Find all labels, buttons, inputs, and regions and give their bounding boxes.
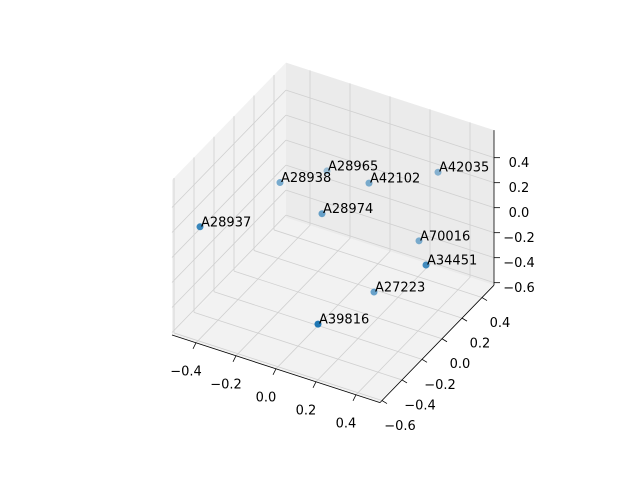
y-tick-label: 0.4 <box>490 316 511 331</box>
point <box>314 320 322 328</box>
z-tick-label: 0.4 <box>509 156 530 171</box>
grid-line <box>233 270 443 340</box>
grid-line <box>171 89 287 208</box>
grid-line <box>275 251 391 370</box>
grid-line <box>285 139 495 209</box>
point-label: A27223 <box>375 281 425 296</box>
grid-line <box>173 332 383 401</box>
point <box>370 288 378 296</box>
grid-line <box>253 250 463 319</box>
x-tick-label: 0.0 <box>256 390 277 405</box>
tick-mark <box>312 381 317 388</box>
grid-line <box>171 214 287 333</box>
point-label: A28937 <box>201 215 251 230</box>
grid-line <box>171 114 287 233</box>
point-label: A28974 <box>323 202 373 217</box>
y-tick-label: −0.6 <box>384 419 416 434</box>
point-label: A28965 <box>328 159 378 174</box>
point <box>196 223 204 231</box>
grid-line <box>285 164 495 234</box>
point-label: A39816 <box>319 313 369 328</box>
grid-line <box>285 214 495 284</box>
grid-line <box>195 225 311 344</box>
z-tick-label: −0.2 <box>503 231 535 246</box>
grid-line <box>285 114 495 184</box>
z-tick-label: −0.4 <box>503 256 535 271</box>
x-tick-label: 0.2 <box>296 403 317 418</box>
z-tick-label: 0.0 <box>509 206 530 221</box>
point-label: A42102 <box>370 172 420 187</box>
tick-mark <box>461 317 468 322</box>
grid-line <box>315 264 431 383</box>
y-tick-label: −0.4 <box>404 398 436 413</box>
grid-line <box>193 311 403 381</box>
point-label: A28938 <box>281 171 331 186</box>
grid-line <box>171 189 287 308</box>
point <box>422 261 430 269</box>
point <box>365 179 373 187</box>
tick-mark <box>401 379 408 384</box>
y-axis-line <box>379 284 495 403</box>
point <box>276 179 284 187</box>
point-label: A70016 <box>420 229 470 244</box>
tick-mark <box>272 368 277 375</box>
grid-line <box>171 139 287 258</box>
z-tick-label: −0.6 <box>503 281 535 296</box>
point <box>323 167 331 175</box>
tick-mark <box>352 394 357 401</box>
tick-mark <box>441 338 448 343</box>
x-axis-line <box>171 334 381 403</box>
point <box>415 237 423 245</box>
tick-mark <box>232 355 237 362</box>
x-tick-label: 0.4 <box>336 416 357 431</box>
grid-line <box>285 189 495 259</box>
grid-line <box>171 164 287 283</box>
grid-line <box>273 229 483 298</box>
grid-line <box>235 238 351 357</box>
point-label: A42035 <box>439 161 489 176</box>
point <box>318 210 326 218</box>
y-tick-label: 0.2 <box>470 337 491 352</box>
tick-mark <box>421 358 428 363</box>
x-tick-label: −0.4 <box>170 364 202 379</box>
z-tick-label: 0.2 <box>509 181 530 196</box>
grid-line <box>285 89 495 159</box>
grid-line <box>355 277 471 396</box>
point-label: A34451 <box>427 254 477 269</box>
y-tick-label: −0.2 <box>424 378 456 393</box>
point <box>434 168 442 176</box>
tick-mark <box>381 400 388 404</box>
y-tick-label: 0.0 <box>450 357 471 372</box>
tick-mark <box>192 342 197 349</box>
tick-mark <box>481 297 488 301</box>
x-tick-label: −0.2 <box>210 377 242 392</box>
